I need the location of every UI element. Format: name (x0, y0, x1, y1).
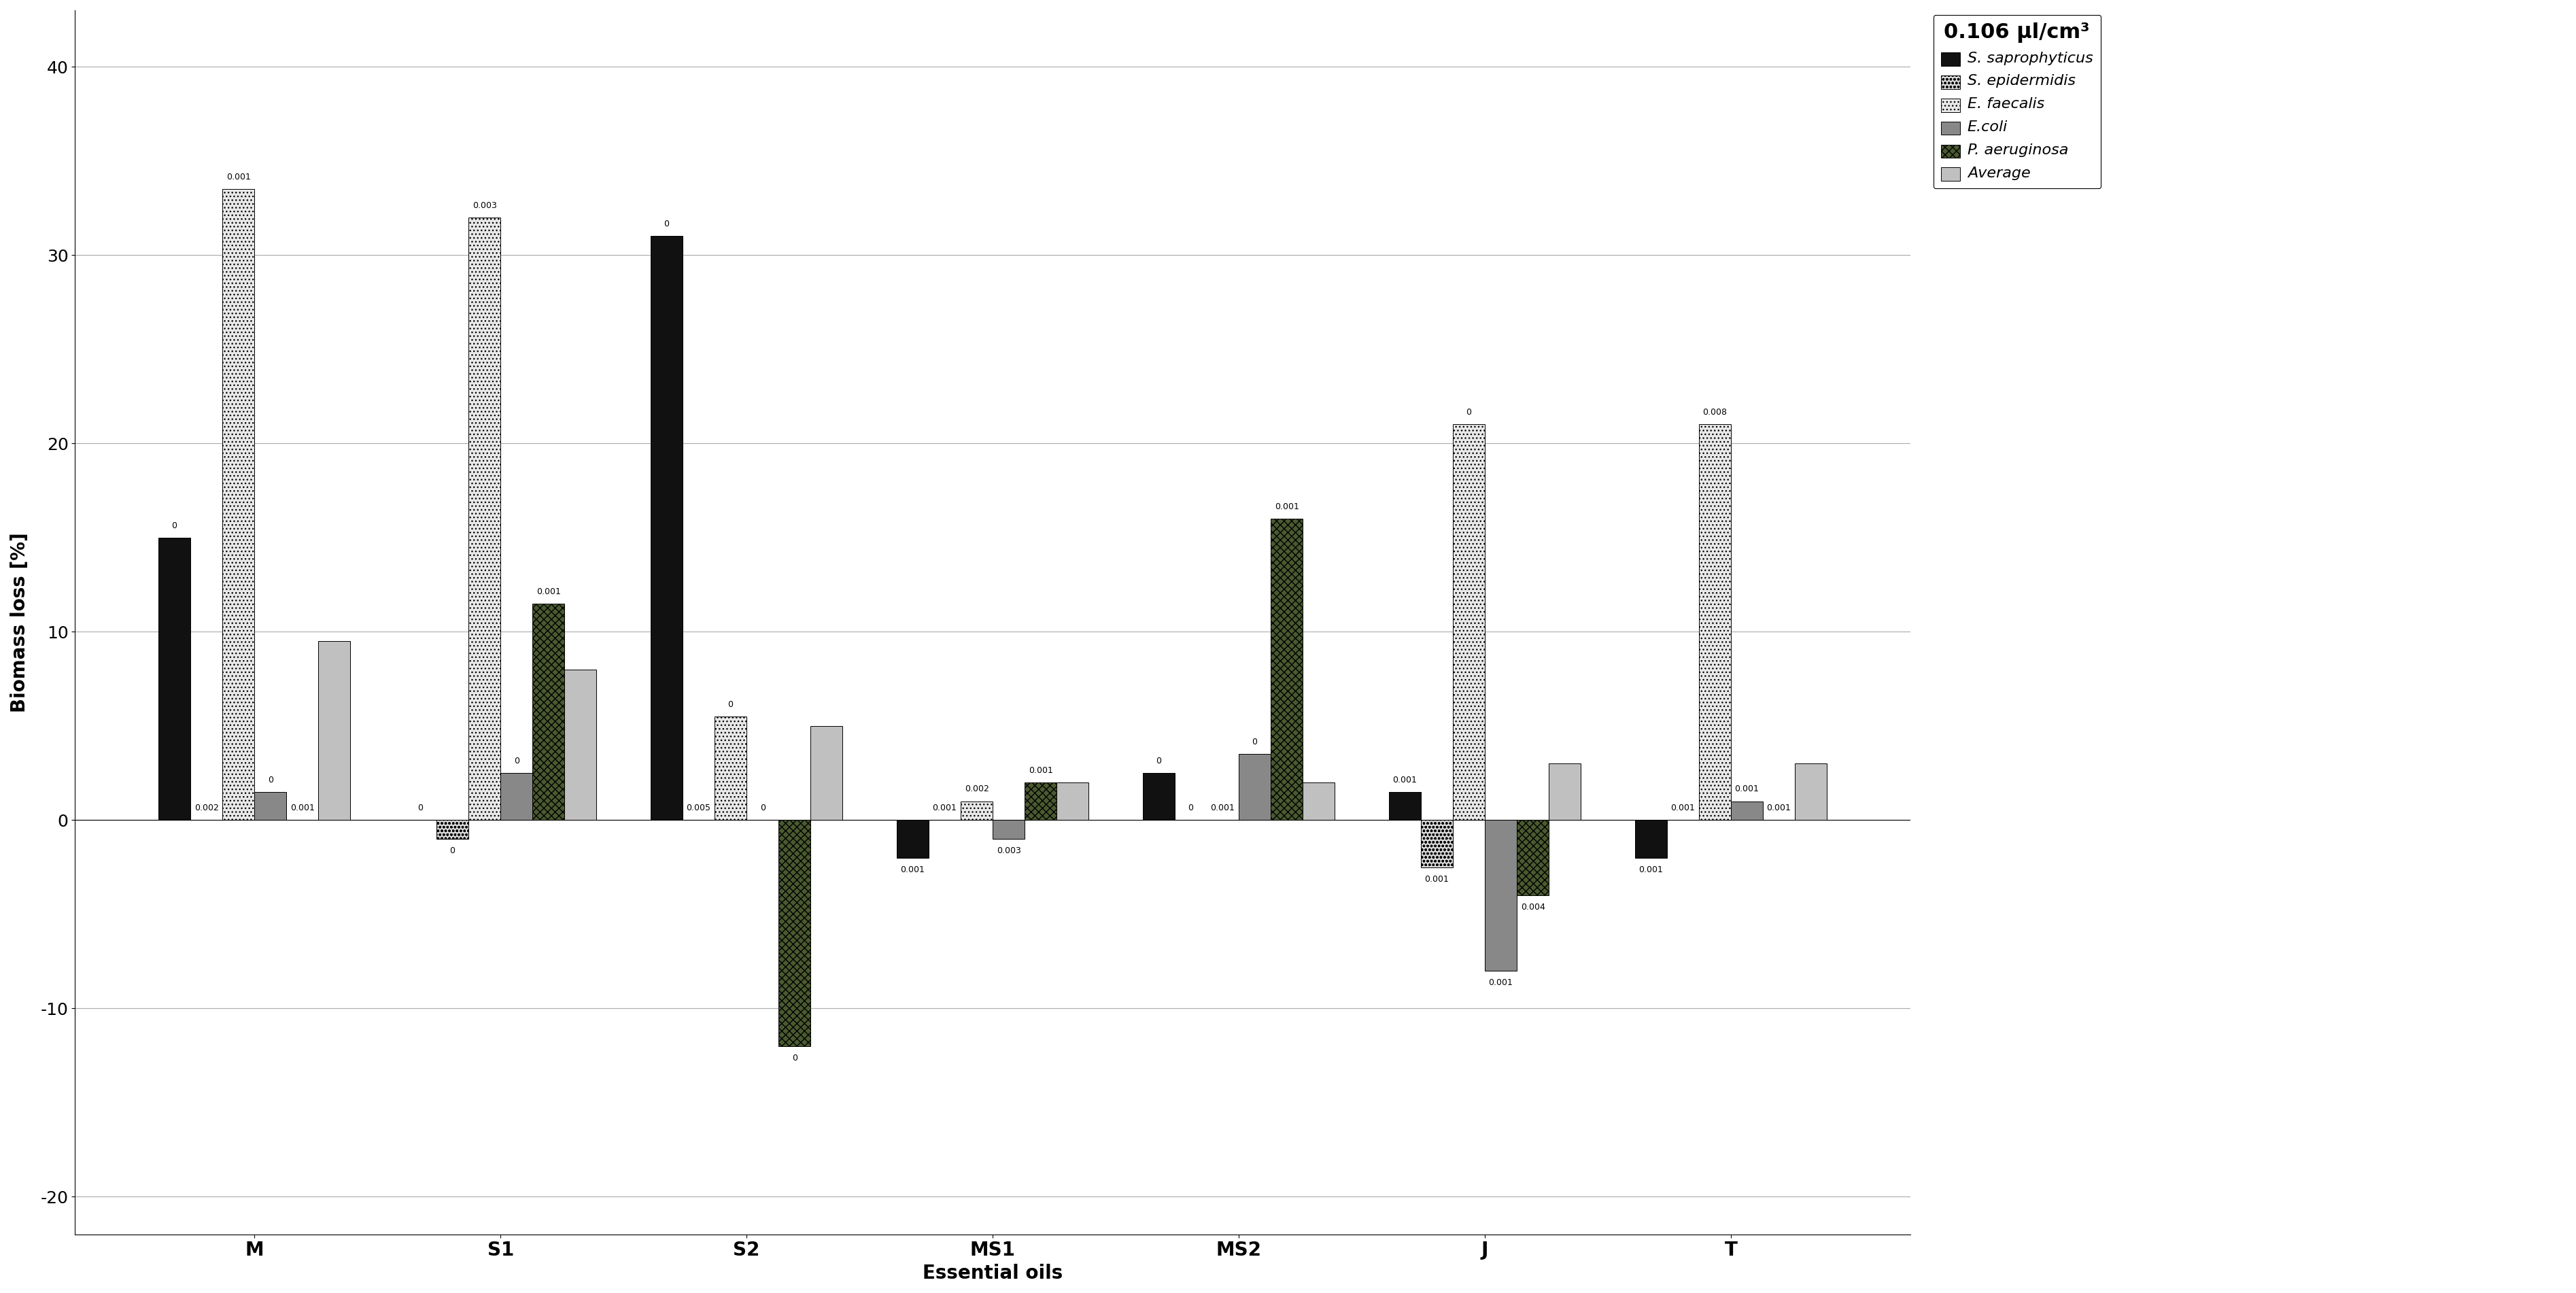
Bar (1453, 424, 1484, 820)
Text: 0.001: 0.001 (1489, 979, 1512, 987)
Text: 0.003: 0.003 (997, 847, 1020, 855)
Bar (1636, 820, 1667, 857)
Bar (1484, 820, 1517, 971)
Text: 0.001: 0.001 (1028, 765, 1054, 775)
Text: 0: 0 (729, 700, 734, 709)
Text: 0.001: 0.001 (1275, 502, 1298, 511)
Bar (714, 716, 747, 820)
Text: 0.001: 0.001 (902, 865, 925, 874)
Bar (1517, 820, 1548, 895)
Text: 0: 0 (417, 804, 422, 812)
Bar (435, 820, 469, 839)
Bar (961, 802, 992, 820)
Text: 0: 0 (760, 804, 765, 812)
Bar (1025, 782, 1056, 820)
X-axis label: Essential oils: Essential oils (922, 1263, 1064, 1283)
Text: 0: 0 (268, 776, 273, 785)
Text: 0.001: 0.001 (1425, 874, 1450, 883)
Bar (1700, 424, 1731, 820)
Bar (1731, 802, 1762, 820)
Text: 0.001: 0.001 (1211, 804, 1234, 812)
Bar (160, 538, 191, 820)
Text: 0.001: 0.001 (1767, 804, 1790, 812)
Bar (652, 237, 683, 820)
Bar (255, 791, 286, 820)
Bar (1303, 782, 1334, 820)
Text: 0: 0 (513, 756, 520, 765)
Text: 0.001: 0.001 (536, 587, 562, 596)
Bar (1144, 773, 1175, 820)
Bar (564, 670, 598, 820)
Text: 0.004: 0.004 (1520, 903, 1546, 912)
Bar (896, 820, 930, 857)
Text: 0: 0 (1188, 804, 1193, 812)
Bar (1422, 820, 1453, 868)
Text: 0.002: 0.002 (193, 804, 219, 812)
Bar (222, 189, 255, 820)
Text: 0: 0 (451, 847, 456, 855)
Bar (500, 773, 533, 820)
Text: 0.001: 0.001 (227, 173, 250, 181)
Text: 0: 0 (665, 220, 670, 229)
Bar (811, 725, 842, 820)
Text: 0.001: 0.001 (291, 804, 314, 812)
Text: 0.001: 0.001 (1672, 804, 1695, 812)
Text: 0.001: 0.001 (1638, 865, 1664, 874)
Y-axis label: Biomass loss [%]: Biomass loss [%] (10, 533, 28, 712)
Bar (319, 641, 350, 820)
Bar (469, 217, 500, 820)
Text: 0.001: 0.001 (1734, 785, 1759, 794)
Text: 0: 0 (1466, 409, 1471, 416)
Bar (992, 820, 1025, 839)
Text: 0.002: 0.002 (963, 785, 989, 794)
Bar (1795, 764, 1826, 820)
Text: 0: 0 (1252, 738, 1257, 746)
Bar (778, 820, 811, 1046)
Bar (1239, 754, 1270, 820)
Bar (1548, 764, 1582, 820)
Text: 0: 0 (173, 521, 178, 530)
Text: 0: 0 (791, 1054, 799, 1063)
Text: 0.001: 0.001 (933, 804, 956, 812)
Text: 0.008: 0.008 (1703, 409, 1726, 416)
Legend: S. saprophyticus, S. epidermidis, E. faecalis, E.coli, P. aeruginosa, Average: S. saprophyticus, S. epidermidis, E. fae… (1935, 16, 2099, 189)
Text: 0.005: 0.005 (685, 804, 711, 812)
Text: 0: 0 (1157, 756, 1162, 765)
Bar (1056, 782, 1090, 820)
Bar (1388, 791, 1422, 820)
Bar (533, 604, 564, 820)
Text: 0.003: 0.003 (471, 200, 497, 209)
Text: 0.001: 0.001 (1394, 776, 1417, 785)
Bar (1270, 518, 1303, 820)
